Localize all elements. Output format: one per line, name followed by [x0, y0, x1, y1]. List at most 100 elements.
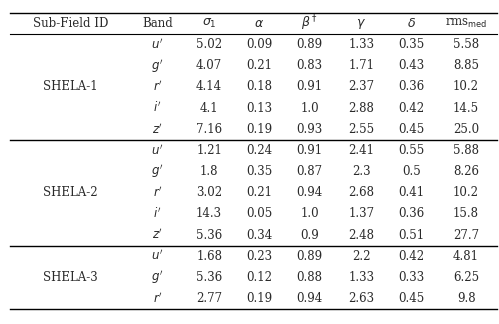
Text: 27.7: 27.7 [453, 228, 479, 241]
Text: 3.02: 3.02 [196, 186, 222, 199]
Text: 1.21: 1.21 [196, 144, 222, 157]
Text: $\alpha$: $\alpha$ [254, 17, 264, 30]
Text: $\delta$: $\delta$ [407, 17, 416, 30]
Text: 4.07: 4.07 [196, 59, 222, 72]
Text: 0.35: 0.35 [398, 38, 425, 51]
Text: Sub-Field ID: Sub-Field ID [33, 17, 108, 30]
Text: SHELA-2: SHELA-2 [43, 186, 98, 199]
Text: 0.05: 0.05 [246, 207, 272, 220]
Text: 1.8: 1.8 [200, 165, 219, 178]
Text: $u'$: $u'$ [151, 38, 164, 52]
Text: 0.33: 0.33 [398, 271, 425, 284]
Text: 5.02: 5.02 [196, 38, 222, 51]
Text: 10.2: 10.2 [453, 186, 479, 199]
Text: 5.88: 5.88 [453, 144, 479, 157]
Text: 2.55: 2.55 [348, 123, 374, 136]
Text: SHELA-3: SHELA-3 [43, 271, 98, 284]
Text: 4.14: 4.14 [196, 80, 222, 94]
Text: 0.19: 0.19 [247, 123, 272, 136]
Text: rms$_{\rm med}$: rms$_{\rm med}$ [445, 17, 488, 30]
Text: 0.45: 0.45 [398, 123, 425, 136]
Text: 25.0: 25.0 [453, 123, 479, 136]
Text: 5.36: 5.36 [196, 271, 222, 284]
Text: 0.21: 0.21 [247, 186, 272, 199]
Text: $g'$: $g'$ [151, 269, 164, 286]
Text: $g'$: $g'$ [151, 163, 164, 180]
Text: 0.89: 0.89 [296, 250, 322, 263]
Text: 0.35: 0.35 [246, 165, 272, 178]
Text: 1.33: 1.33 [348, 271, 374, 284]
Text: 5.36: 5.36 [196, 228, 222, 241]
Text: 0.94: 0.94 [296, 186, 323, 199]
Text: 0.5: 0.5 [402, 165, 421, 178]
Text: 0.87: 0.87 [296, 165, 322, 178]
Text: Band: Band [142, 17, 173, 30]
Text: 0.19: 0.19 [247, 292, 272, 305]
Text: 0.18: 0.18 [247, 80, 272, 94]
Text: 0.24: 0.24 [247, 144, 272, 157]
Text: 1.0: 1.0 [300, 102, 319, 115]
Text: 1.37: 1.37 [348, 207, 374, 220]
Text: 0.41: 0.41 [398, 186, 425, 199]
Text: 2.48: 2.48 [348, 228, 374, 241]
Text: 0.88: 0.88 [296, 271, 322, 284]
Text: 2.68: 2.68 [348, 186, 374, 199]
Text: 0.23: 0.23 [247, 250, 272, 263]
Text: $r'$: $r'$ [153, 291, 162, 306]
Text: 0.13: 0.13 [247, 102, 272, 115]
Text: 2.63: 2.63 [348, 292, 374, 305]
Text: 2.37: 2.37 [348, 80, 374, 94]
Text: $i'$: $i'$ [153, 207, 162, 221]
Text: $z'$: $z'$ [152, 122, 163, 136]
Text: 0.42: 0.42 [398, 250, 425, 263]
Text: 5.58: 5.58 [453, 38, 479, 51]
Text: 14.5: 14.5 [453, 102, 479, 115]
Text: $\gamma$: $\gamma$ [356, 17, 366, 30]
Text: $g'$: $g'$ [151, 57, 164, 75]
Text: 0.83: 0.83 [296, 59, 322, 72]
Text: $\beta^\dagger$: $\beta^\dagger$ [301, 14, 318, 33]
Text: 8.26: 8.26 [453, 165, 479, 178]
Text: 2.41: 2.41 [348, 144, 374, 157]
Text: 1.71: 1.71 [348, 59, 374, 72]
Text: 14.3: 14.3 [196, 207, 222, 220]
Text: 2.3: 2.3 [352, 165, 370, 178]
Text: 0.89: 0.89 [296, 38, 322, 51]
Text: 2.2: 2.2 [352, 250, 370, 263]
Text: 0.36: 0.36 [398, 80, 425, 94]
Text: 0.51: 0.51 [398, 228, 425, 241]
Text: 0.55: 0.55 [398, 144, 425, 157]
Text: $r'$: $r'$ [153, 80, 162, 94]
Text: $u'$: $u'$ [151, 143, 164, 158]
Text: 2.88: 2.88 [348, 102, 374, 115]
Text: 0.45: 0.45 [398, 292, 425, 305]
Text: 0.21: 0.21 [247, 59, 272, 72]
Text: 0.94: 0.94 [296, 292, 323, 305]
Text: 1.33: 1.33 [348, 38, 374, 51]
Text: 8.85: 8.85 [453, 59, 479, 72]
Text: 4.81: 4.81 [453, 250, 479, 263]
Text: 0.91: 0.91 [296, 80, 322, 94]
Text: $r'$: $r'$ [153, 185, 162, 200]
Text: 0.12: 0.12 [247, 271, 272, 284]
Text: SHELA-1: SHELA-1 [43, 80, 98, 94]
Text: 9.8: 9.8 [457, 292, 476, 305]
Text: 1.0: 1.0 [300, 207, 319, 220]
Text: 1.68: 1.68 [196, 250, 222, 263]
Text: 7.16: 7.16 [196, 123, 222, 136]
Text: 0.42: 0.42 [398, 102, 425, 115]
Text: 0.93: 0.93 [296, 123, 323, 136]
Text: 4.1: 4.1 [200, 102, 219, 115]
Text: 15.8: 15.8 [453, 207, 479, 220]
Text: 2.77: 2.77 [196, 292, 222, 305]
Text: $z'$: $z'$ [152, 228, 163, 242]
Text: 6.25: 6.25 [453, 271, 479, 284]
Text: 0.43: 0.43 [398, 59, 425, 72]
Text: 0.36: 0.36 [398, 207, 425, 220]
Text: 0.91: 0.91 [296, 144, 322, 157]
Text: $\sigma_1$: $\sigma_1$ [202, 17, 217, 30]
Text: 0.34: 0.34 [246, 228, 272, 241]
Text: 0.09: 0.09 [246, 38, 272, 51]
Text: 0.9: 0.9 [300, 228, 319, 241]
Text: $i'$: $i'$ [153, 101, 162, 115]
